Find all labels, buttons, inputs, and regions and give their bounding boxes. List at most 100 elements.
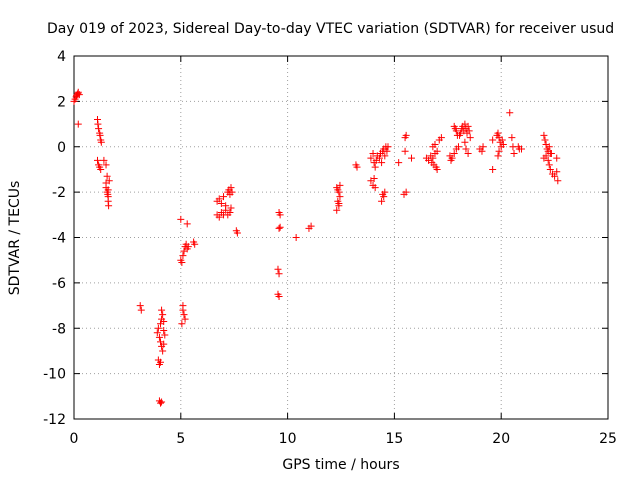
data-point: [276, 223, 284, 231]
data-point: [478, 147, 486, 155]
data-point: [494, 129, 502, 137]
data-point: [105, 177, 113, 185]
data-point: [75, 91, 83, 99]
data-point: [381, 188, 389, 196]
grid: [74, 56, 608, 419]
data-point: [378, 197, 386, 205]
data-point: [178, 320, 186, 328]
data-point: [433, 165, 441, 173]
data-point: [395, 159, 403, 167]
data-point: [233, 229, 241, 237]
y-tick-label: 4: [57, 49, 66, 65]
data-point: [433, 147, 441, 155]
data-point: [158, 306, 166, 314]
data-point: [97, 138, 105, 146]
data-point: [336, 181, 344, 189]
data-point: [381, 152, 389, 160]
data-point: [544, 156, 552, 164]
data-point: [217, 199, 225, 207]
data-point: [227, 204, 235, 212]
data-point: [378, 159, 386, 167]
data-point: [453, 131, 461, 139]
data-points: [70, 88, 562, 407]
data-point: [275, 292, 283, 300]
data-point: [369, 150, 377, 158]
x-tick-label: 20: [492, 431, 510, 447]
y-tick-label: 2: [57, 94, 66, 110]
x-tick-label: 0: [70, 431, 79, 447]
y-tick-label: -6: [52, 276, 66, 292]
data-point: [136, 302, 144, 310]
data-point: [220, 193, 228, 201]
data-point: [179, 252, 187, 260]
data-point: [464, 150, 472, 158]
data-point: [227, 184, 235, 192]
x-tick-label: 15: [385, 431, 403, 447]
data-point: [335, 188, 343, 196]
data-point: [461, 138, 469, 146]
data-point: [215, 213, 223, 221]
data-point: [510, 150, 518, 158]
data-point: [180, 311, 188, 319]
data-point: [103, 172, 111, 180]
data-point: [462, 145, 470, 153]
y-tick-label: -10: [43, 367, 66, 383]
y-axis-label: SDTVAR / TECUs: [7, 181, 23, 296]
data-point: [276, 211, 284, 219]
data-point: [105, 202, 113, 210]
y-tick-label: 0: [57, 140, 66, 156]
data-point: [447, 156, 455, 164]
y-tick-label: -2: [52, 185, 66, 201]
data-point: [104, 190, 112, 198]
data-point: [517, 145, 525, 153]
data-point: [191, 240, 199, 248]
x-tick-label: 10: [279, 431, 297, 447]
data-point: [335, 199, 343, 207]
data-point: [407, 154, 415, 162]
data-point: [450, 150, 458, 158]
data-point: [97, 165, 105, 173]
data-point: [226, 209, 234, 217]
data-point: [137, 306, 145, 314]
data-point: [184, 243, 192, 251]
data-point: [96, 131, 104, 139]
data-point: [546, 165, 554, 173]
data-point: [402, 131, 410, 139]
data-point: [157, 358, 165, 366]
data-point: [222, 206, 230, 214]
data-point: [333, 206, 341, 214]
data-point: [437, 134, 445, 142]
data-point: [292, 234, 300, 241]
data-point: [371, 184, 379, 192]
data-point: [553, 168, 561, 176]
data-point: [547, 150, 555, 158]
data-point: [429, 154, 437, 162]
data-point: [275, 270, 283, 278]
y-tick-label: -12: [43, 412, 66, 428]
y-tick-label: -8: [52, 321, 66, 337]
data-point: [100, 156, 108, 164]
data-point: [160, 340, 168, 348]
data-point: [553, 154, 561, 162]
data-point: [541, 136, 549, 144]
data-point: [466, 134, 474, 142]
data-point: [160, 327, 168, 335]
data-point: [545, 161, 553, 169]
data-point: [177, 215, 185, 223]
data-point: [375, 154, 383, 162]
data-point: [154, 324, 162, 332]
data-point: [183, 220, 191, 228]
data-point: [551, 172, 559, 180]
data-point: [159, 347, 167, 355]
data-point: [465, 127, 473, 135]
data-point: [74, 120, 82, 128]
data-point: [274, 265, 282, 273]
data-point: [94, 120, 102, 128]
x-tick-label: 25: [599, 431, 617, 447]
data-point: [160, 317, 168, 325]
data-point: [464, 122, 472, 130]
data-point: [383, 147, 391, 155]
data-point: [371, 163, 379, 171]
data-point: [499, 140, 507, 148]
data-point: [489, 136, 497, 144]
